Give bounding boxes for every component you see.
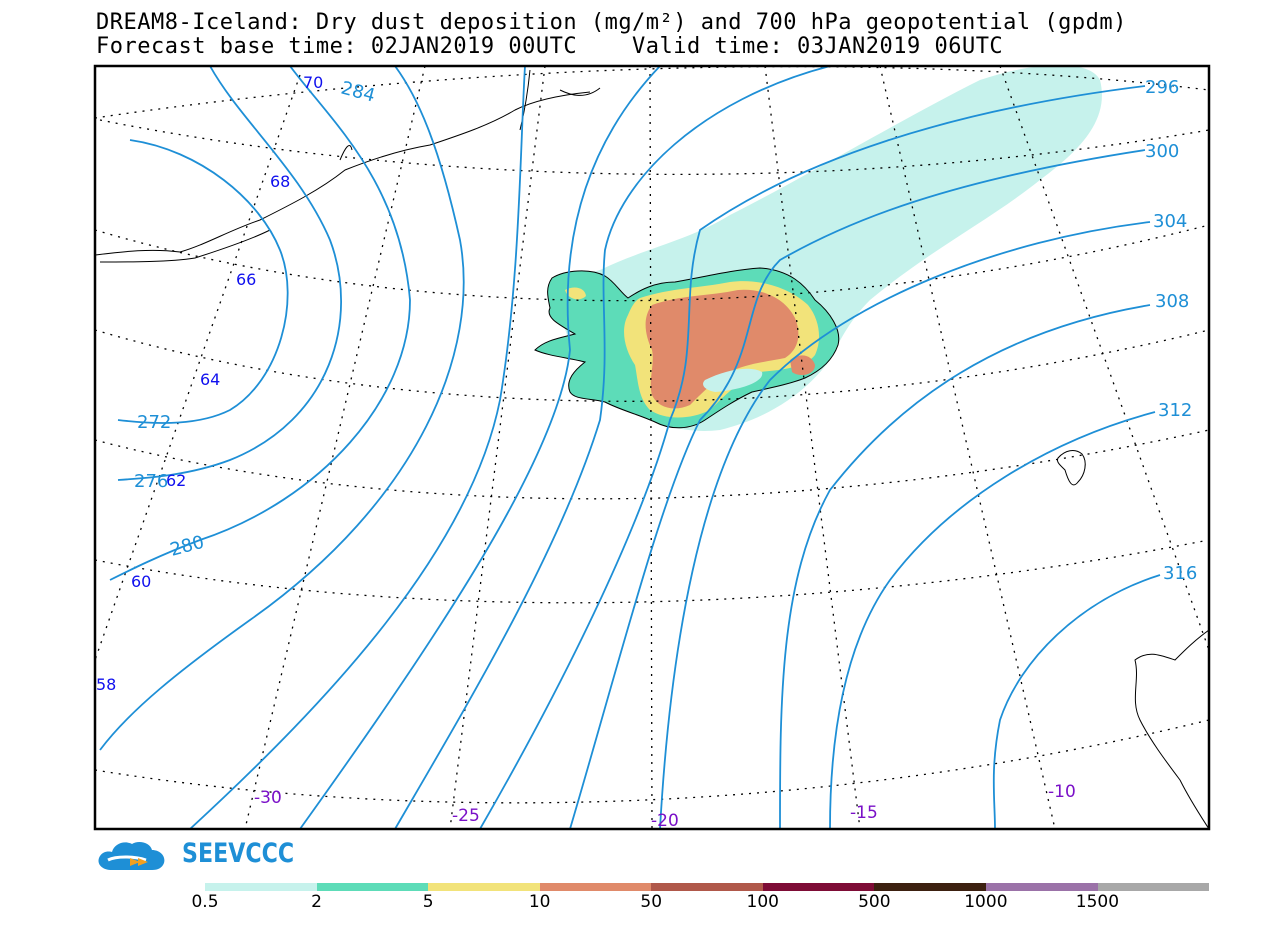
map-subtitle-times: Forecast base time: 02JAN2019 00UTC Vali… (96, 34, 1004, 59)
contour-label: 272 (137, 412, 171, 433)
legend-tick-label: 10 (528, 892, 551, 912)
latitude-label: 58 (96, 675, 116, 694)
greenland-coastline (95, 91, 591, 256)
contour-label: 308 (1155, 291, 1189, 312)
map-title: DREAM8-Iceland: Dry dust deposition (mg/… (96, 10, 1127, 35)
legend-swatch (1097, 883, 1210, 891)
legend-swatch (762, 883, 875, 891)
legend-swatch (205, 883, 317, 891)
legend-swatch (316, 883, 429, 891)
contour-label: 312 (1158, 400, 1192, 421)
cloud-logo-icon (98, 842, 165, 870)
contour-label: 304 (1153, 211, 1187, 232)
legend-tick-label: 50 (640, 892, 663, 912)
legend-tick-label: 1000 (964, 892, 1008, 912)
contour-label: 276 (134, 471, 168, 492)
contour-label: 280 (168, 532, 207, 561)
west-dust-patch (565, 287, 586, 300)
glacier-hole (703, 368, 763, 392)
greenland-coast-2 (99, 69, 601, 263)
contour-label: 284 (339, 78, 378, 107)
longitude-label: -25 (452, 806, 480, 826)
latitude-label: 66 (236, 270, 256, 289)
latitude-label: 62 (166, 471, 186, 490)
legend-tick-label: 0.5 (191, 892, 219, 912)
map-frame (93, 64, 1211, 831)
legend-swatch (985, 883, 1098, 891)
contour-label: 300 (1145, 141, 1179, 162)
legend-tick-label: 500 (858, 892, 891, 912)
contour-label: 316 (1163, 563, 1197, 584)
legend-swatch (651, 883, 763, 891)
legend-tick-label: 2 (311, 892, 322, 912)
longitude-label: -20 (651, 811, 679, 831)
latitude-label: 70 (303, 73, 323, 92)
legend-swatch (428, 883, 540, 891)
faroe-islands (1057, 450, 1086, 486)
legend-tick-label: 5 (422, 892, 434, 912)
longitude-label: -15 (850, 803, 878, 823)
geopotential-contours (99, 66, 1161, 829)
legend-ticks: 0.5 2 5 10 50 100 500 1000 1500 (0, 892, 1271, 916)
color-legend (205, 883, 1210, 891)
longitude-label: -10 (1048, 782, 1076, 802)
legend-tick-label: 1500 (1075, 892, 1120, 912)
legend-tick-label: 100 (746, 892, 779, 912)
longitude-label: -30 (254, 788, 282, 808)
contour-label: 296 (1145, 77, 1179, 98)
latitude-label: 64 (200, 370, 220, 389)
latitude-label: 68 (270, 172, 290, 191)
legend-swatch (539, 883, 652, 891)
seevccc-logo-text: SEEVCCC (182, 838, 295, 869)
graticule (95, 66, 1209, 829)
east-dust-patch (790, 355, 815, 376)
legend-swatch (874, 883, 986, 891)
latitude-label: 60 (131, 572, 151, 591)
norway-coastline (1134, 629, 1209, 829)
